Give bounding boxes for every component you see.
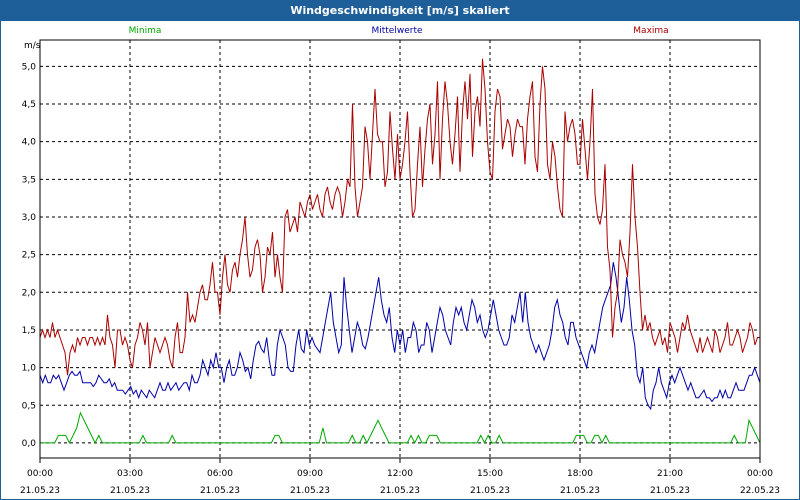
legend-minima: Minima — [129, 26, 162, 36]
x-tick-time: 09:00 — [297, 469, 323, 479]
series-line-minima — [40, 411, 761, 445]
y-axis-label: m/s — [24, 41, 41, 51]
x-tick-time: 12:00 — [387, 469, 413, 479]
x-tick-time: 21:00 — [657, 469, 683, 479]
x-tick-date: 21.05.23 — [110, 486, 150, 496]
plot-border — [39, 39, 761, 459]
y-tick-labels: 0,0 0,5 1,0 1,5 2,0 2,5 3,0 3,5 4,0 4,5 5,0 — [22, 62, 37, 449]
x-tick-time: 00:00 — [27, 469, 53, 479]
y-tick-label: 1,5 — [22, 326, 36, 336]
x-tick-time: 15:00 — [477, 469, 503, 479]
legend-mittelwerte: Mittelwerte — [371, 26, 422, 36]
y-tick-label: 0,5 — [22, 401, 36, 411]
y-tick-label: 2,0 — [22, 288, 37, 298]
x-tick-date: 21.05.23 — [200, 486, 240, 496]
x-tick-date: 22.05.23 — [740, 486, 780, 496]
x-tick-time: 06:00 — [207, 469, 233, 479]
y-tick-label: 2,5 — [22, 251, 36, 261]
y-tick-label: 1,0 — [22, 364, 37, 374]
y-tick-label: 3,5 — [22, 175, 36, 185]
y-tick-label: 4,5 — [22, 100, 36, 110]
x-tick-date: 21.05.23 — [290, 486, 330, 496]
y-tick-label: 5,0 — [22, 62, 37, 72]
window-title: Windgeschwindigkeit [m/s] skaliert — [1, 1, 799, 21]
x-tick-time: 00:00 — [747, 469, 773, 479]
legend: Minima Mittelwerte Maxima — [129, 26, 669, 36]
legend-maxima: Maxima — [633, 26, 668, 36]
x-tick-date: 21.05.23 — [650, 486, 690, 496]
x-tick-time: 18:00 — [567, 469, 593, 479]
x-tick-labels: 00:00 21.05.23 03:00 21.05.23 06:00 21.05.23 0… — [20, 458, 780, 496]
series-lines — [39, 58, 761, 445]
series-line-mittelwerte — [39, 262, 761, 411]
y-tick-label: 0,0 — [22, 439, 37, 449]
x-tick-time: 03:00 — [117, 469, 143, 479]
series-line-maxima — [39, 58, 760, 376]
x-tick-date: 21.05.23 — [20, 486, 60, 496]
y-tick-label: 4,0 — [22, 138, 37, 148]
x-tick-date: 21.05.23 — [470, 486, 510, 496]
x-tick-date: 21.05.23 — [380, 486, 420, 496]
y-tick-label: 3,0 — [22, 213, 37, 223]
x-tick-date: 21.05.23 — [560, 486, 600, 496]
